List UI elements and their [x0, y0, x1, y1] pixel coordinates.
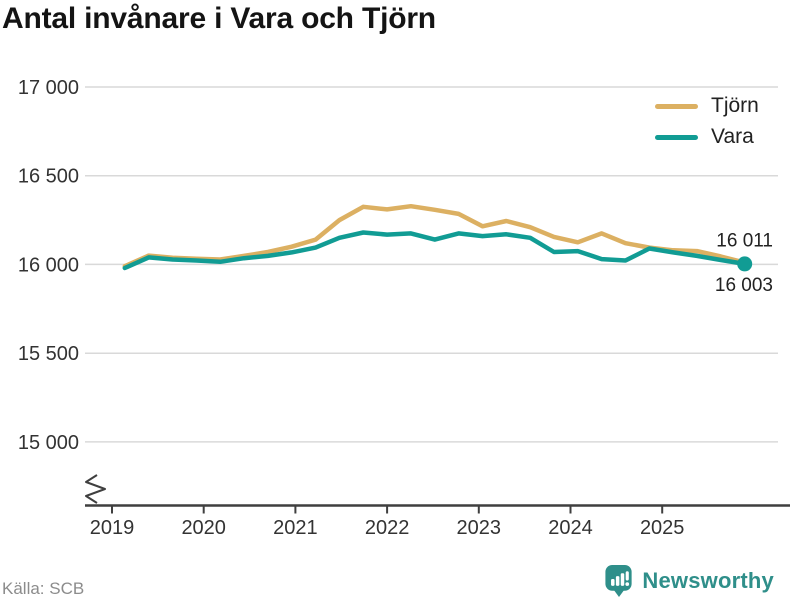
legend-label-vara: Vara — [711, 125, 754, 148]
source-note: Källa: SCB — [2, 579, 85, 598]
newsworthy-wordmark: Newsworthy — [642, 567, 774, 593]
newsworthy-branding: Newsworthy — [604, 564, 774, 597]
series-line-vara — [122, 230, 747, 271]
x-tick-label: 2022 — [365, 517, 410, 539]
legend-label-tjorn: Tjörn — [711, 94, 759, 117]
y-tick-label: 16 000 — [18, 254, 79, 276]
newsworthy-logo-icon — [605, 564, 633, 597]
end-label-tjorn: 16 011 — [716, 231, 773, 252]
x-tick-label: 2019 — [90, 517, 135, 539]
y-tick-label: 16 500 — [18, 166, 79, 188]
x-tick-label: 2020 — [181, 517, 226, 539]
vara-line-swatch — [655, 134, 698, 140]
y-tick-label: 15 500 — [18, 343, 79, 365]
x-tick-label: 2024 — [548, 517, 593, 539]
x-tick-label: 2021 — [273, 517, 318, 539]
series-line-tjörn — [122, 203, 747, 269]
legend-item-vara: Vara — [655, 125, 759, 149]
end-point-dot — [737, 256, 753, 272]
legend-item-tjorn: Tjörn — [655, 94, 759, 118]
tjorn-line-swatch — [655, 103, 698, 109]
legend: Tjörn Vara — [655, 94, 759, 149]
chart-title: Antal invånare i Vara och Tjörn — [2, 2, 436, 35]
x-tick-label: 2025 — [640, 517, 685, 539]
y-tick-label: 15 000 — [18, 432, 79, 454]
x-tick-label: 2023 — [457, 517, 502, 539]
y-tick-label: 17 000 — [18, 77, 79, 99]
y-axis-break — [85, 474, 106, 504]
end-label-vara: 16 003 — [715, 275, 773, 296]
